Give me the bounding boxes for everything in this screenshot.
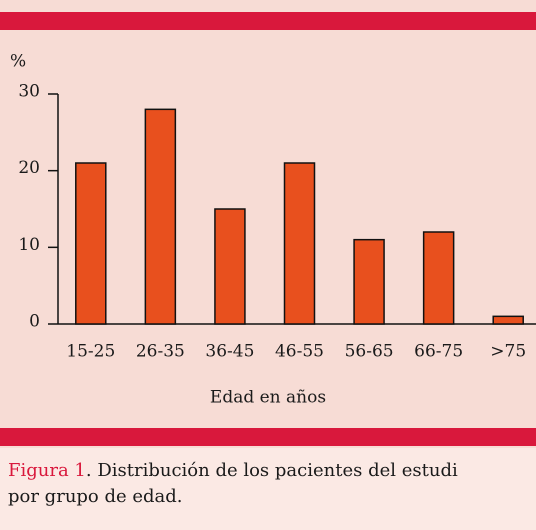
x-axis-label: Edad en años [210, 388, 326, 408]
bar [75, 162, 107, 325]
y-tick-label: 20 [18, 158, 40, 178]
y-tick-label: 10 [18, 235, 40, 255]
y-tick-label: 0 [29, 312, 40, 332]
x-tick-label: 66-75 [414, 342, 463, 362]
bar [353, 238, 385, 325]
bottom-band [0, 428, 536, 446]
bar [144, 108, 177, 325]
x-tick-label: 46-55 [275, 342, 324, 362]
x-tick-label: 15-25 [66, 342, 115, 362]
x-tick-label: >75 [490, 342, 526, 362]
x-tick-label: 36-45 [205, 342, 254, 362]
y-tick-label: 30 [18, 82, 40, 102]
top-band [0, 12, 536, 30]
bar [283, 162, 316, 325]
y-axis-label: % [10, 52, 26, 72]
caption: Figura 1. Distribución de los pacientes … [8, 458, 536, 510]
bar [214, 208, 246, 325]
caption-line: por grupo de edad. [8, 486, 183, 507]
x-tick-label: 56-65 [345, 342, 394, 362]
x-tick-label: 26-35 [136, 342, 185, 362]
bar [492, 315, 524, 325]
caption-label: Figura 1 [8, 460, 86, 481]
bar [422, 231, 455, 325]
caption-line: . Distribución de los pacientes del estu… [85, 460, 458, 481]
chart: % Edad en años 0 10 20 30 15-25 26-35 36-45 46-… [0, 0, 536, 448]
